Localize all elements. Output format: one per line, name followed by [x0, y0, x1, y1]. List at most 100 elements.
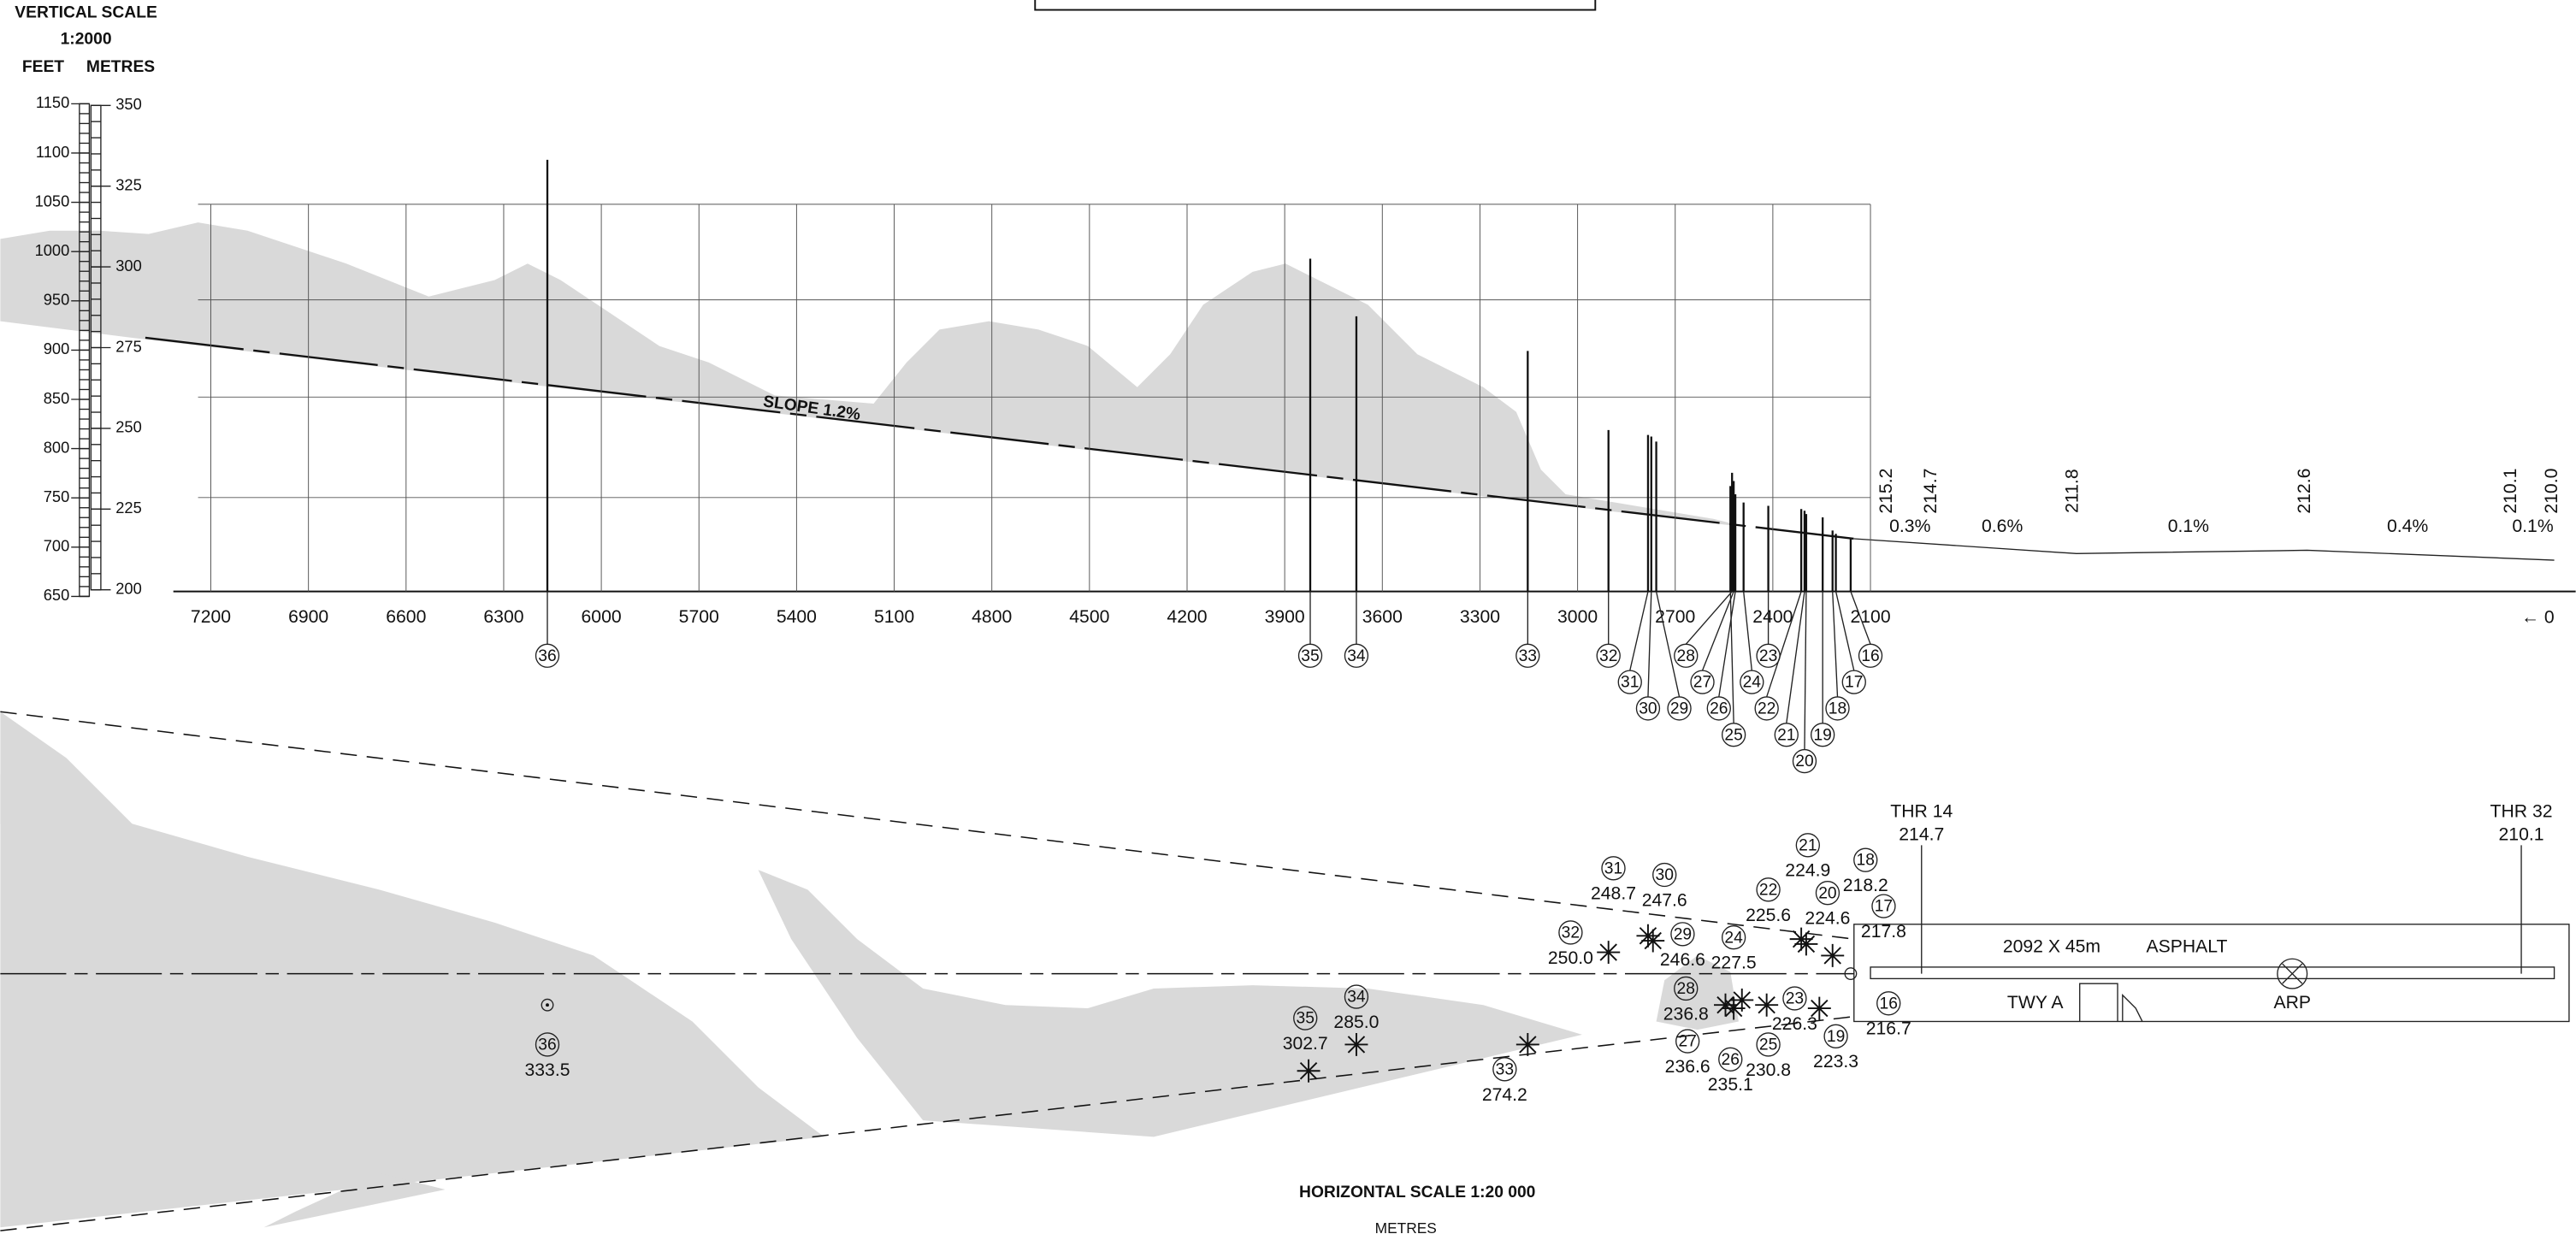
obstacle-id: 31 [1604, 859, 1622, 877]
distance-label: 5700 [679, 607, 719, 627]
obstacle-elevation: 333.5 [524, 1060, 570, 1080]
obstacle-id: 36 [538, 647, 556, 665]
obstacle-marker [1823, 1024, 1848, 1048]
obstacle-elevation: 235.1 [1708, 1075, 1753, 1095]
obstacle-leader [1729, 591, 1734, 723]
obstacle-id: 35 [1301, 647, 1319, 665]
obstacle-id: 22 [1758, 700, 1775, 717]
distance-label: 5100 [874, 607, 914, 627]
feet-tick-label: 900 [44, 339, 70, 357]
reference-point [546, 1003, 549, 1007]
taxiway [2079, 983, 2143, 1022]
distance-label: 2100 [1850, 607, 1890, 627]
obstacle-marker [1617, 670, 1642, 694]
obstacle-elevation: 246.6 [1660, 950, 1705, 970]
obstacle-symbol [1344, 1032, 1368, 1056]
distance-label: 5400 [777, 607, 817, 627]
slope-label: SLOPE 1.2% [762, 393, 861, 424]
obstacle-id: 34 [1347, 989, 1366, 1007]
distance-label: 2700 [1655, 607, 1695, 627]
runway-elevation: 210.1 [2501, 469, 2520, 514]
obstacle-id: 16 [1880, 995, 1898, 1013]
obstacle-symbol [1821, 943, 1845, 967]
runway-profile [1853, 538, 2555, 561]
distance-label: 3300 [1460, 607, 1500, 627]
obstacle-leader [1655, 591, 1681, 698]
obstacle-id: 20 [1818, 884, 1836, 902]
surface-edge [0, 711, 1854, 940]
obstacle-id: 35 [1297, 1010, 1315, 1028]
arp-label: ARP [2273, 993, 2311, 1013]
obstacle-id: 19 [1827, 1028, 1845, 1046]
obstacle-id: 16 [1861, 647, 1879, 665]
obstacle-marker [1853, 847, 1878, 872]
terrain-plan [0, 774, 50, 824]
obstacle-marker [1811, 723, 1835, 747]
runway-gradient: 0.1% [2168, 517, 2209, 536]
obstacle-leader [1835, 591, 1855, 671]
obstacle-marker [1601, 856, 1626, 881]
distance-label: 6900 [288, 607, 328, 627]
obstacle-id: 30 [1656, 866, 1674, 884]
horizontal-scale-title: HORIZONTAL SCALE 1:20 000 [1299, 1184, 1535, 1202]
obstacle-elevation: 230.8 [1746, 1060, 1791, 1080]
obstacle-marker [1792, 748, 1817, 774]
obstacle-id: 26 [1722, 1051, 1740, 1069]
distance-label: 6600 [386, 607, 426, 627]
obstacle-leader [1743, 591, 1752, 671]
obstacle-marker [1721, 925, 1746, 950]
obstacle-id: 34 [1347, 647, 1366, 665]
obstacle-leader [1832, 591, 1839, 697]
obstacle-marker [1667, 696, 1692, 721]
runway [1870, 966, 2555, 980]
obstacle-leader [1804, 591, 1807, 750]
runway-elevation: 210.0 [2542, 469, 2561, 514]
obstacle-elevation: 224.6 [1805, 909, 1850, 929]
obstacle-marker [1635, 696, 1661, 721]
obstacle-marker [1815, 881, 1840, 906]
reference-point [541, 998, 554, 1012]
obstacle-id: 23 [1786, 990, 1804, 1008]
obstacle-elevation: 274.2 [1482, 1085, 1527, 1105]
runway-gradient: 0.3% [1889, 517, 1930, 536]
obstacle-leader [1701, 591, 1734, 671]
distance-label: 4500 [1069, 607, 1109, 627]
obstacle-id: 17 [1845, 674, 1863, 692]
obstacle-marker [1754, 696, 1779, 721]
metre-tick-label: 200 [115, 580, 142, 598]
horizontal-scale-unit: METRES [1375, 1219, 1437, 1234]
runway-elevation: 215.2 [1876, 469, 1896, 514]
surface-edge [0, 1015, 1854, 1231]
obstacle-symbol [1730, 988, 1754, 1012]
profile-grid [198, 204, 1871, 499]
obstacle-id: 36 [538, 1036, 556, 1054]
obstacle-marker [1718, 1047, 1743, 1072]
terrain-plan [263, 1172, 446, 1228]
obstacle-symbol [1515, 1032, 1539, 1056]
obstacle-marker [1756, 877, 1781, 902]
obstacle-elevation: 236.6 [1665, 1057, 1710, 1077]
runway-gradient: 0.4% [2387, 517, 2428, 536]
feet-tick-label: 1100 [36, 143, 69, 161]
feet-tick-label: 1000 [35, 241, 70, 259]
obstacle-marker [1756, 643, 1781, 668]
terrain-profile [0, 222, 1747, 528]
obstacle-id: 33 [1496, 1060, 1514, 1078]
obstacle-marker [1674, 976, 1699, 1001]
obstacle-marker [1652, 862, 1677, 888]
obstacle-marker [1871, 894, 1896, 918]
thr32-elevation: 210.1 [2499, 824, 2544, 844]
obstacle-elevation: 250.0 [1548, 948, 1593, 968]
runway-strip [1853, 924, 2570, 1023]
obstacle-marker [1858, 643, 1883, 668]
taxiway-label: TWY A [2007, 993, 2064, 1013]
obstacle-symbol [1297, 1059, 1320, 1083]
obstacle-id: 26 [1710, 700, 1728, 717]
obstacle-elevation: 236.8 [1663, 1004, 1709, 1024]
obstacle-marker [1774, 723, 1799, 747]
obstacle-marker [1825, 696, 1850, 721]
runway-gradient: 0.1% [2512, 517, 2553, 536]
feet-tick-label: 700 [44, 537, 70, 555]
